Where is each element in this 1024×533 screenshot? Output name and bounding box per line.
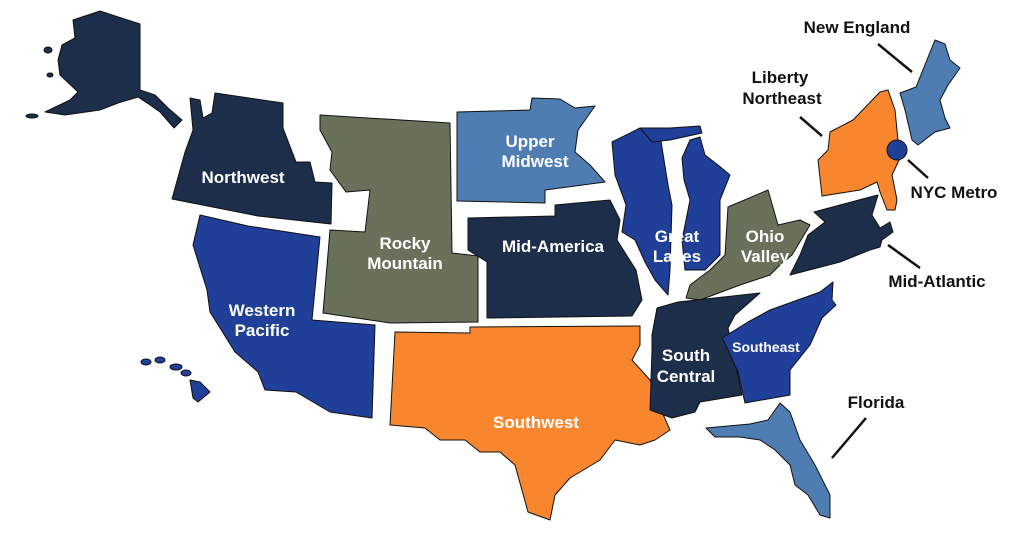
northwest-shape[interactable]	[171, 92, 333, 225]
ohio-valley-label-2: Valley	[741, 247, 790, 266]
region-southeast[interactable]: Southeast	[721, 281, 837, 404]
southwest-label: Southwest	[493, 413, 579, 432]
region-northwest[interactable]: Northwest	[25, 10, 333, 225]
great-lakes-upper-peninsula	[639, 125, 703, 143]
alaska-island	[46, 72, 54, 78]
ohio-valley-label-1: Ohio	[746, 227, 785, 246]
nyc-metro-marker[interactable]	[886, 139, 908, 161]
region-western-pacific[interactable]: Western Pacific	[140, 214, 376, 419]
alaska-island	[43, 46, 53, 54]
rocky-mountain-label-2: Mountain	[367, 254, 443, 273]
south-central-label-1: South	[662, 346, 710, 365]
upper-midwest-label-2: Midwest	[501, 152, 568, 171]
western-pacific-shape[interactable]	[192, 214, 376, 419]
florida-label: Florida	[848, 393, 905, 412]
hawaii-island	[154, 356, 166, 364]
nyc-metro-label: NYC Metro	[911, 183, 998, 202]
region-mid-america[interactable]: Mid-America	[467, 199, 643, 319]
mid-atlantic-label: Mid-Atlantic	[888, 272, 985, 291]
mid-atlantic-shape[interactable]	[789, 194, 894, 276]
region-liberty-northeast[interactable]: Liberty Northeast	[742, 68, 901, 211]
great-lakes-label-1: Great	[655, 227, 700, 246]
alaska-shape[interactable]	[44, 10, 183, 129]
mid-america-shape[interactable]	[467, 199, 643, 319]
liberty-northeast-shape[interactable]	[817, 89, 901, 211]
region-new-england[interactable]: New England	[804, 18, 961, 146]
southwest-shape[interactable]	[389, 325, 671, 521]
south-central-shape[interactable]	[649, 292, 761, 419]
western-pacific-label-2: Pacific	[235, 321, 290, 340]
south-central-label-2: Central	[657, 367, 716, 386]
southeast-shape[interactable]	[721, 281, 837, 404]
region-upper-midwest[interactable]: Upper Midwest	[456, 97, 606, 204]
alaska-island	[25, 113, 39, 119]
liberty-northeast-label-2: Northeast	[742, 89, 822, 108]
nyc-metro-leader-line	[907, 159, 929, 179]
upper-midwest-shape[interactable]	[456, 97, 606, 204]
great-lakes-label-2: Lakes	[653, 247, 701, 266]
new-england-shape[interactable]	[899, 39, 961, 146]
hawaii-island	[169, 363, 183, 371]
hawaii-big-island	[189, 379, 211, 403]
region-great-lakes[interactable]: Great Lakes	[611, 125, 731, 296]
rocky-mountain-shape[interactable]	[319, 114, 479, 324]
western-pacific-label-1: Western	[229, 301, 296, 320]
great-lakes-michigan-indiana[interactable]	[681, 136, 731, 271]
ohio-valley-shape[interactable]	[685, 189, 811, 301]
new-england-label: New England	[804, 18, 911, 37]
florida-shape[interactable]	[705, 402, 831, 519]
hawaii-island	[140, 358, 152, 366]
rocky-mountain-label-1: Rocky	[379, 234, 431, 253]
great-lakes-wisconsin-illinois[interactable]	[611, 127, 673, 296]
hawaii-island	[180, 369, 192, 377]
liberty-northeast-label-1: Liberty	[752, 68, 809, 87]
region-ohio-valley[interactable]: Ohio Valley	[685, 189, 811, 301]
florida-leader-line	[831, 417, 867, 459]
region-florida[interactable]: Florida	[705, 393, 905, 519]
upper-midwest-label-1: Upper	[505, 132, 555, 151]
region-rocky-mountain[interactable]: Rocky Mountain	[319, 114, 479, 324]
liberty-northeast-leader-line	[799, 116, 823, 137]
region-mid-atlantic[interactable]: Mid-Atlantic	[789, 194, 986, 291]
region-southwest[interactable]: Southwest	[389, 325, 671, 521]
mid-america-label: Mid-America	[502, 237, 605, 256]
region-south-central[interactable]: South Central	[649, 292, 761, 419]
region-nyc-metro[interactable]: NYC Metro	[886, 139, 998, 202]
southeast-label: Southeast	[732, 339, 800, 355]
mid-atlantic-leader-line	[887, 243, 921, 270]
new-england-leader-line	[877, 43, 913, 73]
northwest-label: Northwest	[201, 168, 284, 187]
